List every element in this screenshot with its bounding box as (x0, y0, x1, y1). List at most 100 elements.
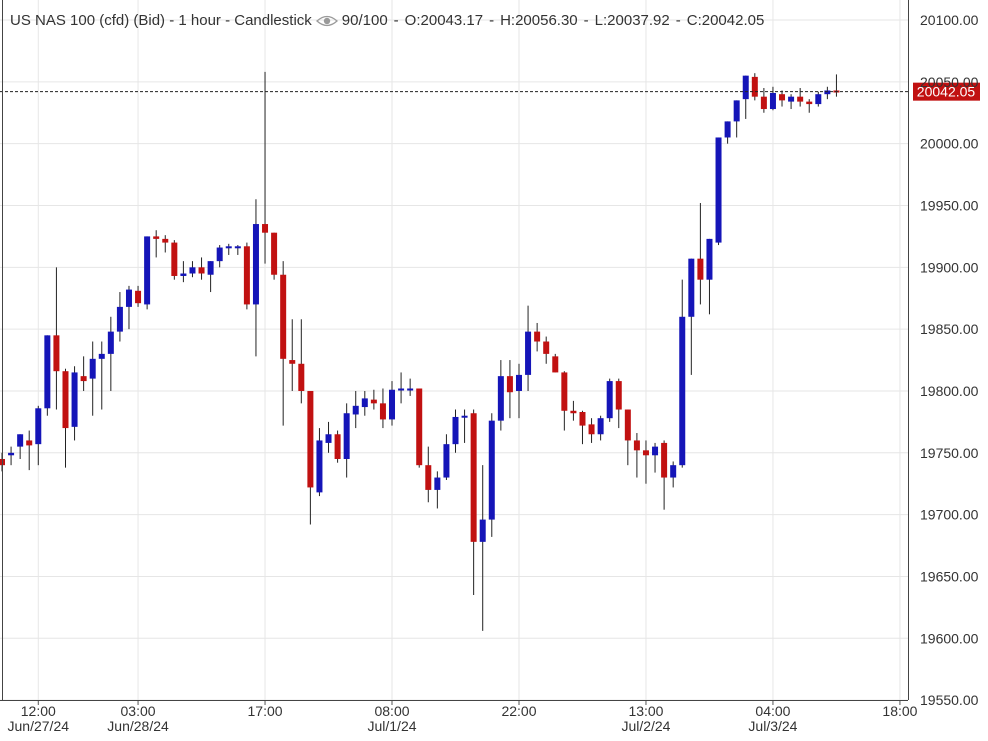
y-tick-label: 19550.00 (920, 692, 979, 708)
candle-body-up (733, 100, 740, 122)
candle-body-up (742, 75, 749, 100)
candle-body-down (135, 290, 142, 304)
x-tick-date-label: Jun/27/24 (8, 718, 70, 734)
candle-body-up (17, 434, 24, 447)
candle-body-down (697, 258, 704, 280)
y-tick-label: 20100.00 (920, 12, 979, 28)
candle-body-up (479, 519, 486, 542)
candle-body-up (525, 331, 532, 375)
header-separator: - (393, 12, 399, 29)
candle-body-down (552, 356, 559, 373)
candle-body-down (307, 390, 314, 488)
quality-score: 90/100 (341, 12, 388, 29)
candle-body-down (262, 224, 269, 233)
low-value: L:20037.92 (594, 12, 670, 29)
candle-body-up (398, 388, 405, 391)
x-tick-date-label: Jul/3/24 (748, 718, 797, 734)
candle-body-up (606, 381, 613, 419)
candle-body-down (298, 363, 305, 391)
y-tick-label: 19800.00 (920, 383, 979, 399)
candle-body-up (207, 261, 214, 275)
candle-body-up (488, 420, 495, 520)
candle-body-down (243, 246, 250, 305)
candle-body-up (824, 90, 831, 95)
candle-body-up (597, 418, 604, 435)
candle-body-up (434, 477, 441, 490)
candles-layer (0, 71, 840, 631)
candle-body-up (679, 316, 686, 466)
candle-body-down (534, 331, 541, 342)
candle-body-down (80, 376, 87, 382)
header-separator: - (675, 12, 681, 29)
candle-body-down (506, 376, 513, 393)
candle-body-up (389, 389, 396, 420)
candle-body-up (325, 434, 332, 443)
candle-body-up (8, 452, 15, 456)
candle-body-up (652, 446, 659, 456)
candle-body-up (234, 246, 241, 249)
candle-body-down (162, 238, 169, 243)
candle-body-down (26, 440, 33, 446)
candle-body-up (98, 353, 105, 359)
y-tick-label: 20050.00 (920, 74, 979, 90)
candle-body-down (615, 381, 622, 410)
candle-body-down (289, 360, 296, 364)
candle-body-down (271, 232, 278, 275)
instrument-title: US NAS 100 (cfd) (Bid) - 1 hour - Candle… (10, 12, 312, 29)
candle-body-up (670, 465, 677, 478)
candle-body-down (334, 434, 341, 459)
candle-body-down (624, 409, 631, 441)
candle-body-down (570, 410, 577, 414)
candle-body-up (788, 96, 795, 102)
y-tick-label: 20000.00 (920, 136, 979, 152)
candle-body-down (543, 341, 550, 354)
candle-body-up (443, 444, 450, 478)
candle-body-up (316, 440, 323, 493)
candle-body-up (352, 405, 359, 415)
x-tick-time-label: 17:00 (248, 703, 283, 719)
y-tick-label: 19850.00 (920, 321, 979, 337)
x-tick-time-label: 18:00 (882, 703, 917, 719)
candle-body-up (461, 415, 468, 418)
last-price-line-layer: 20042.05 (0, 82, 980, 101)
candle-body-up (107, 331, 114, 354)
eye-icon[interactable] (315, 14, 338, 28)
candle-body-down (280, 274, 287, 359)
header-separator: - (489, 12, 495, 29)
candle-body-down (171, 242, 178, 276)
x-tick-time-label: 03:00 (121, 703, 156, 719)
candle-body-down (642, 450, 649, 456)
candle-body-down (806, 101, 813, 105)
candle-body-up (361, 398, 368, 408)
candle-body-up (44, 335, 51, 409)
candle-body-down (760, 96, 767, 110)
candle-body-down (470, 413, 477, 542)
candle-body-up (89, 358, 96, 379)
x-tick-time-label: 13:00 (628, 703, 663, 719)
candle-body-down (153, 236, 160, 239)
candle-body-up (125, 289, 132, 307)
y-tick-label: 19700.00 (920, 507, 979, 523)
candle-body-down (370, 399, 377, 404)
y-tick-label: 19650.00 (920, 568, 979, 584)
candle-body-down (561, 372, 568, 411)
y-tick-label: 19950.00 (920, 197, 979, 213)
candle-body-down (588, 424, 595, 435)
candle-body-down (416, 388, 423, 466)
candle-body-down (62, 371, 69, 429)
chart-header: US NAS 100 (cfd) (Bid) - 1 hour - Candle… (10, 12, 764, 29)
candle-body-down (751, 76, 758, 97)
x-tick-time-label: 12:00 (21, 703, 56, 719)
last-price-label: 20042.05 (917, 84, 976, 100)
candle-body-up (180, 273, 187, 276)
candle-body-down (661, 442, 668, 478)
close-value: C:20042.05 (686, 12, 765, 29)
candle-body-up (343, 413, 350, 459)
candle-body-up (515, 374, 522, 391)
candle-body-down (779, 94, 786, 101)
open-value: O:20043.17 (404, 12, 484, 29)
